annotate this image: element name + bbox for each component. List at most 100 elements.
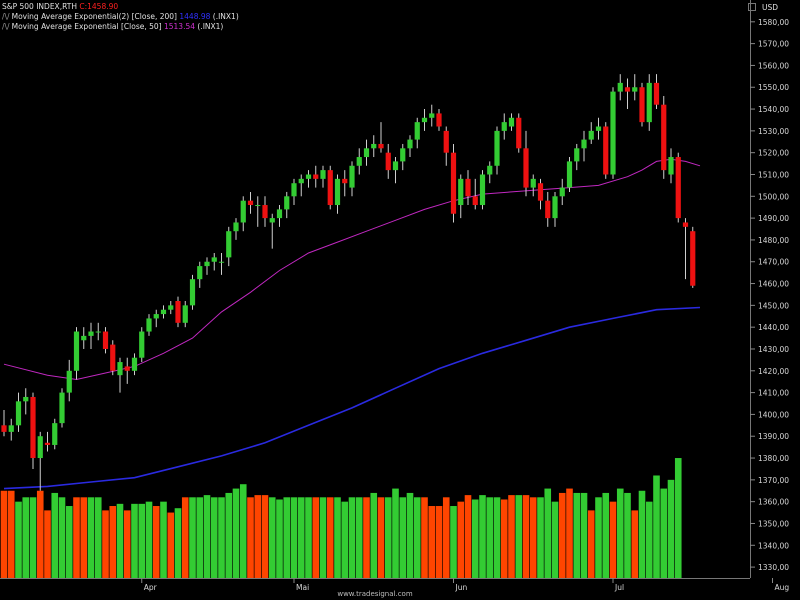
candle-up (197, 266, 203, 280)
candle-up (37, 436, 43, 459)
volume-bar (638, 490, 646, 578)
candle-up (429, 113, 435, 118)
volume-bar (174, 508, 182, 578)
volume-bar (305, 497, 312, 578)
candle-down (327, 170, 333, 206)
volume-bar (442, 497, 450, 578)
volume-bar (435, 506, 443, 578)
volume-bar (544, 488, 552, 578)
candle-up (81, 335, 87, 341)
candle-up (356, 157, 362, 166)
volume-bar (196, 497, 204, 578)
volume-bar (225, 492, 233, 578)
y-tick-label: 1440,00 (758, 323, 789, 332)
candle-up (414, 122, 420, 140)
x-tick-label: Jul (614, 583, 624, 592)
volume-bar (102, 510, 109, 578)
candle-up (131, 357, 138, 371)
candle-up (59, 392, 65, 424)
candle-up (146, 318, 152, 332)
candle-up (226, 231, 232, 258)
volume-bar (138, 503, 146, 578)
candle-up (559, 187, 565, 197)
volume-bar (573, 492, 581, 578)
legend-ema-50: /\/Moving Average Exponential [Close, 50… (2, 22, 223, 32)
volume-bar (624, 492, 631, 578)
y-tick-label: 1420,00 (758, 367, 789, 376)
candle-up (95, 331, 101, 333)
candle-down (661, 104, 667, 171)
y-tick-label: 1330,00 (758, 563, 789, 572)
y-tick-label: 1410,00 (758, 389, 789, 398)
candle-up (349, 165, 355, 188)
volume-bar (508, 495, 515, 578)
y-tick-label: 1500,00 (758, 192, 789, 201)
candle-down (653, 82, 660, 105)
volume-bar (558, 492, 566, 578)
y-tick-label: 1540,00 (758, 105, 789, 114)
y-tick-label: 1490,00 (758, 214, 789, 223)
candle-up (407, 139, 413, 149)
candle-up (240, 200, 246, 223)
volume-bar (377, 497, 385, 578)
volume-bar (660, 488, 668, 578)
candle-down (44, 442, 51, 445)
candle-down (378, 143, 384, 149)
volume-bar (348, 497, 356, 578)
volume-bar (297, 497, 305, 578)
candle-up (117, 362, 123, 376)
volume-bar (58, 497, 66, 578)
volume-bar (645, 501, 653, 578)
candle-up (501, 122, 507, 131)
volume-bar (167, 512, 175, 578)
volume-bar (515, 495, 523, 578)
candle-down (110, 344, 116, 371)
volume-bar (334, 497, 341, 578)
candle-down (262, 205, 268, 219)
candle-up (218, 261, 225, 263)
volume-bar (276, 499, 283, 578)
candle-down (443, 130, 449, 153)
candle-up (23, 396, 29, 402)
candle-up (617, 82, 623, 92)
ema-200-label: Moving Average Exponential(2) [Close, 20… (11, 12, 177, 21)
volume-bar (160, 501, 167, 578)
symbol-label: S&P 500 INDEX,RTH (2, 2, 77, 11)
volume-bar (116, 503, 124, 578)
ema-50-label: Moving Average Exponential [Close, 50] (11, 22, 162, 31)
candle-up (298, 178, 304, 184)
y-tick-label: 1360,00 (758, 498, 789, 507)
volume-bar (261, 495, 269, 578)
volume-bar (232, 488, 240, 578)
candle-up (284, 196, 290, 210)
candle-down (639, 87, 645, 123)
y-tick-label: 1550,00 (758, 83, 789, 92)
volume-bar (15, 501, 22, 578)
candle-up (269, 218, 275, 223)
candle-up (458, 178, 464, 206)
volume-bar (457, 501, 465, 578)
candle-up (530, 178, 536, 188)
volume-bar (384, 497, 392, 578)
volume-bar (210, 497, 218, 578)
volume-bar (181, 497, 189, 578)
y-tick-label: 1510,00 (758, 170, 789, 179)
candle-down (102, 331, 109, 349)
volume-bar (551, 501, 559, 578)
settings-box-icon[interactable] (748, 3, 756, 11)
candle-down (516, 117, 522, 149)
volume-bar (152, 506, 160, 578)
candle-down (450, 152, 457, 214)
volume-bar (479, 495, 486, 578)
candle-up (168, 305, 174, 310)
y-tick-label: 1460,00 (758, 280, 789, 289)
volume-bar (566, 488, 573, 578)
volume-bar (73, 497, 80, 578)
candle-up (421, 117, 428, 123)
volume-bar (341, 501, 349, 578)
volume-bar (399, 497, 407, 578)
candle-up (668, 157, 674, 175)
volume-bar (363, 497, 370, 578)
candle-down (30, 396, 36, 459)
x-tick-label: Mai (296, 583, 309, 592)
